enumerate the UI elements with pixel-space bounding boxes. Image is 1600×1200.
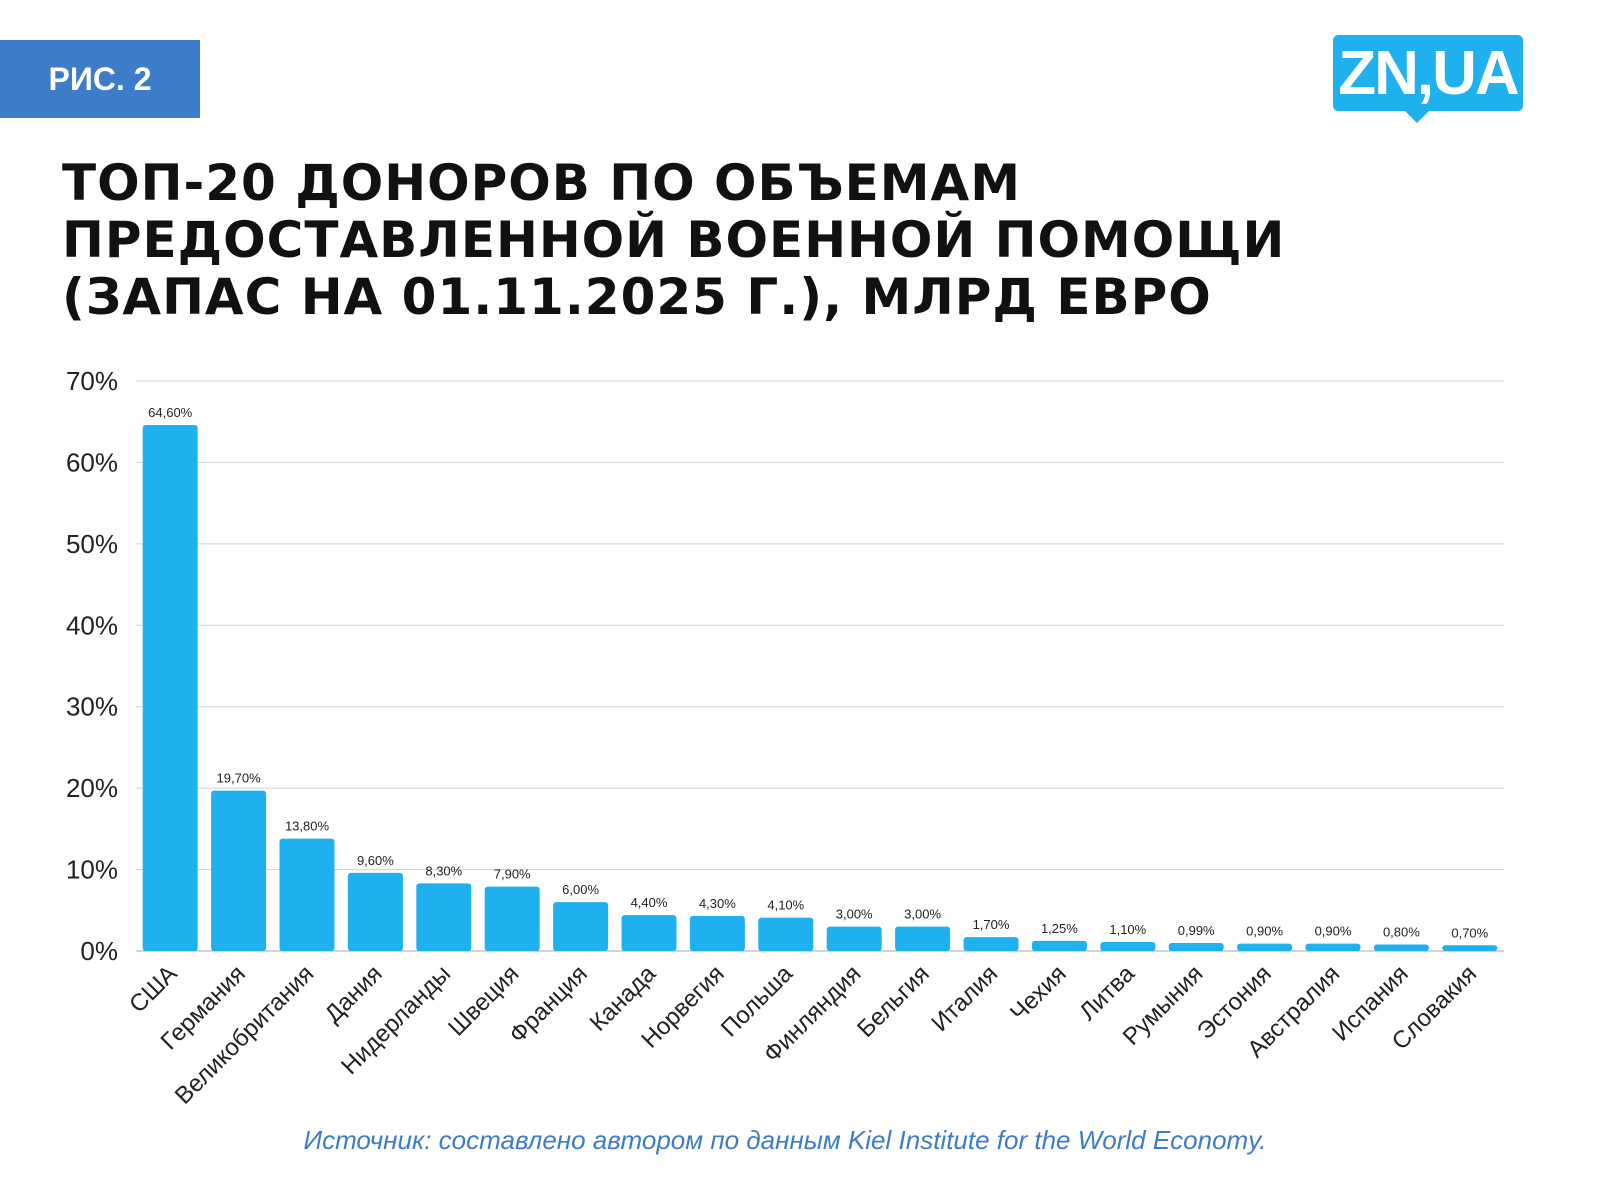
bar: [416, 883, 472, 951]
bar: [211, 790, 267, 951]
bar: [689, 915, 745, 951]
y-tick-label: 40%: [66, 610, 118, 640]
y-tick-label: 30%: [66, 692, 118, 722]
x-tick-label: Дания: [320, 960, 388, 1028]
bar: [1442, 945, 1498, 951]
data-label: 0,70%: [1451, 925, 1488, 940]
y-tick-label: 70%: [66, 366, 118, 396]
bar: [1100, 942, 1156, 951]
bar: [621, 915, 677, 951]
data-label: 4,10%: [767, 898, 804, 913]
x-tick-label: Бельгия: [852, 960, 935, 1043]
data-label: 8,30%: [425, 863, 462, 878]
data-label: 64,60%: [148, 405, 193, 420]
chart-title: ТОП-20 ДОНОРОВ ПО ОБЪЕМАМ ПРЕДОСТАВЛЕННО…: [62, 154, 1286, 326]
data-label: 19,70%: [217, 771, 262, 786]
x-tick-label: Литва: [1074, 960, 1140, 1026]
bar: [758, 917, 814, 951]
y-tick-label: 50%: [66, 529, 118, 559]
bar: [1031, 940, 1087, 951]
bar: [1168, 942, 1224, 951]
bar: [484, 886, 540, 951]
data-label: 0,90%: [1246, 924, 1283, 939]
y-tick-label: 10%: [66, 855, 118, 885]
bar: [1373, 944, 1429, 951]
zn-ua-logo: ZN,UA: [1333, 35, 1523, 123]
data-label: 0,90%: [1315, 924, 1352, 939]
data-label: 4,40%: [631, 895, 668, 910]
data-label: 7,90%: [494, 867, 531, 882]
data-label: 6,00%: [562, 882, 599, 897]
figure-badge: РИС. 2: [0, 40, 200, 118]
data-label: 1,70%: [973, 917, 1010, 932]
source-note: Источник: составлено автором по данным K…: [303, 1125, 1267, 1155]
x-tick-label: Италия: [926, 960, 1003, 1037]
data-label: 9,60%: [357, 853, 394, 868]
data-label: 1,10%: [1109, 922, 1146, 937]
bar: [895, 926, 951, 951]
bar: [1305, 943, 1361, 951]
bar: [142, 424, 198, 951]
bar: [553, 902, 609, 951]
x-tick-label: США: [124, 960, 182, 1018]
bar: [826, 926, 882, 951]
data-label: 3,00%: [836, 907, 873, 922]
y-tick-label: 20%: [66, 773, 118, 803]
x-tick-label: Чехия: [1005, 960, 1072, 1027]
bar: [963, 937, 1019, 951]
y-tick-label: 0%: [80, 936, 118, 966]
data-label: 0,99%: [1178, 923, 1215, 938]
bar: [279, 838, 335, 951]
data-label: 4,30%: [699, 896, 736, 911]
data-label: 0,80%: [1383, 924, 1420, 939]
data-label: 1,25%: [1041, 921, 1078, 936]
data-label: 13,80%: [285, 819, 330, 834]
data-label: 3,00%: [904, 907, 941, 922]
bar: [1237, 943, 1293, 951]
y-tick-label: 60%: [66, 447, 118, 477]
bar: [347, 872, 403, 951]
